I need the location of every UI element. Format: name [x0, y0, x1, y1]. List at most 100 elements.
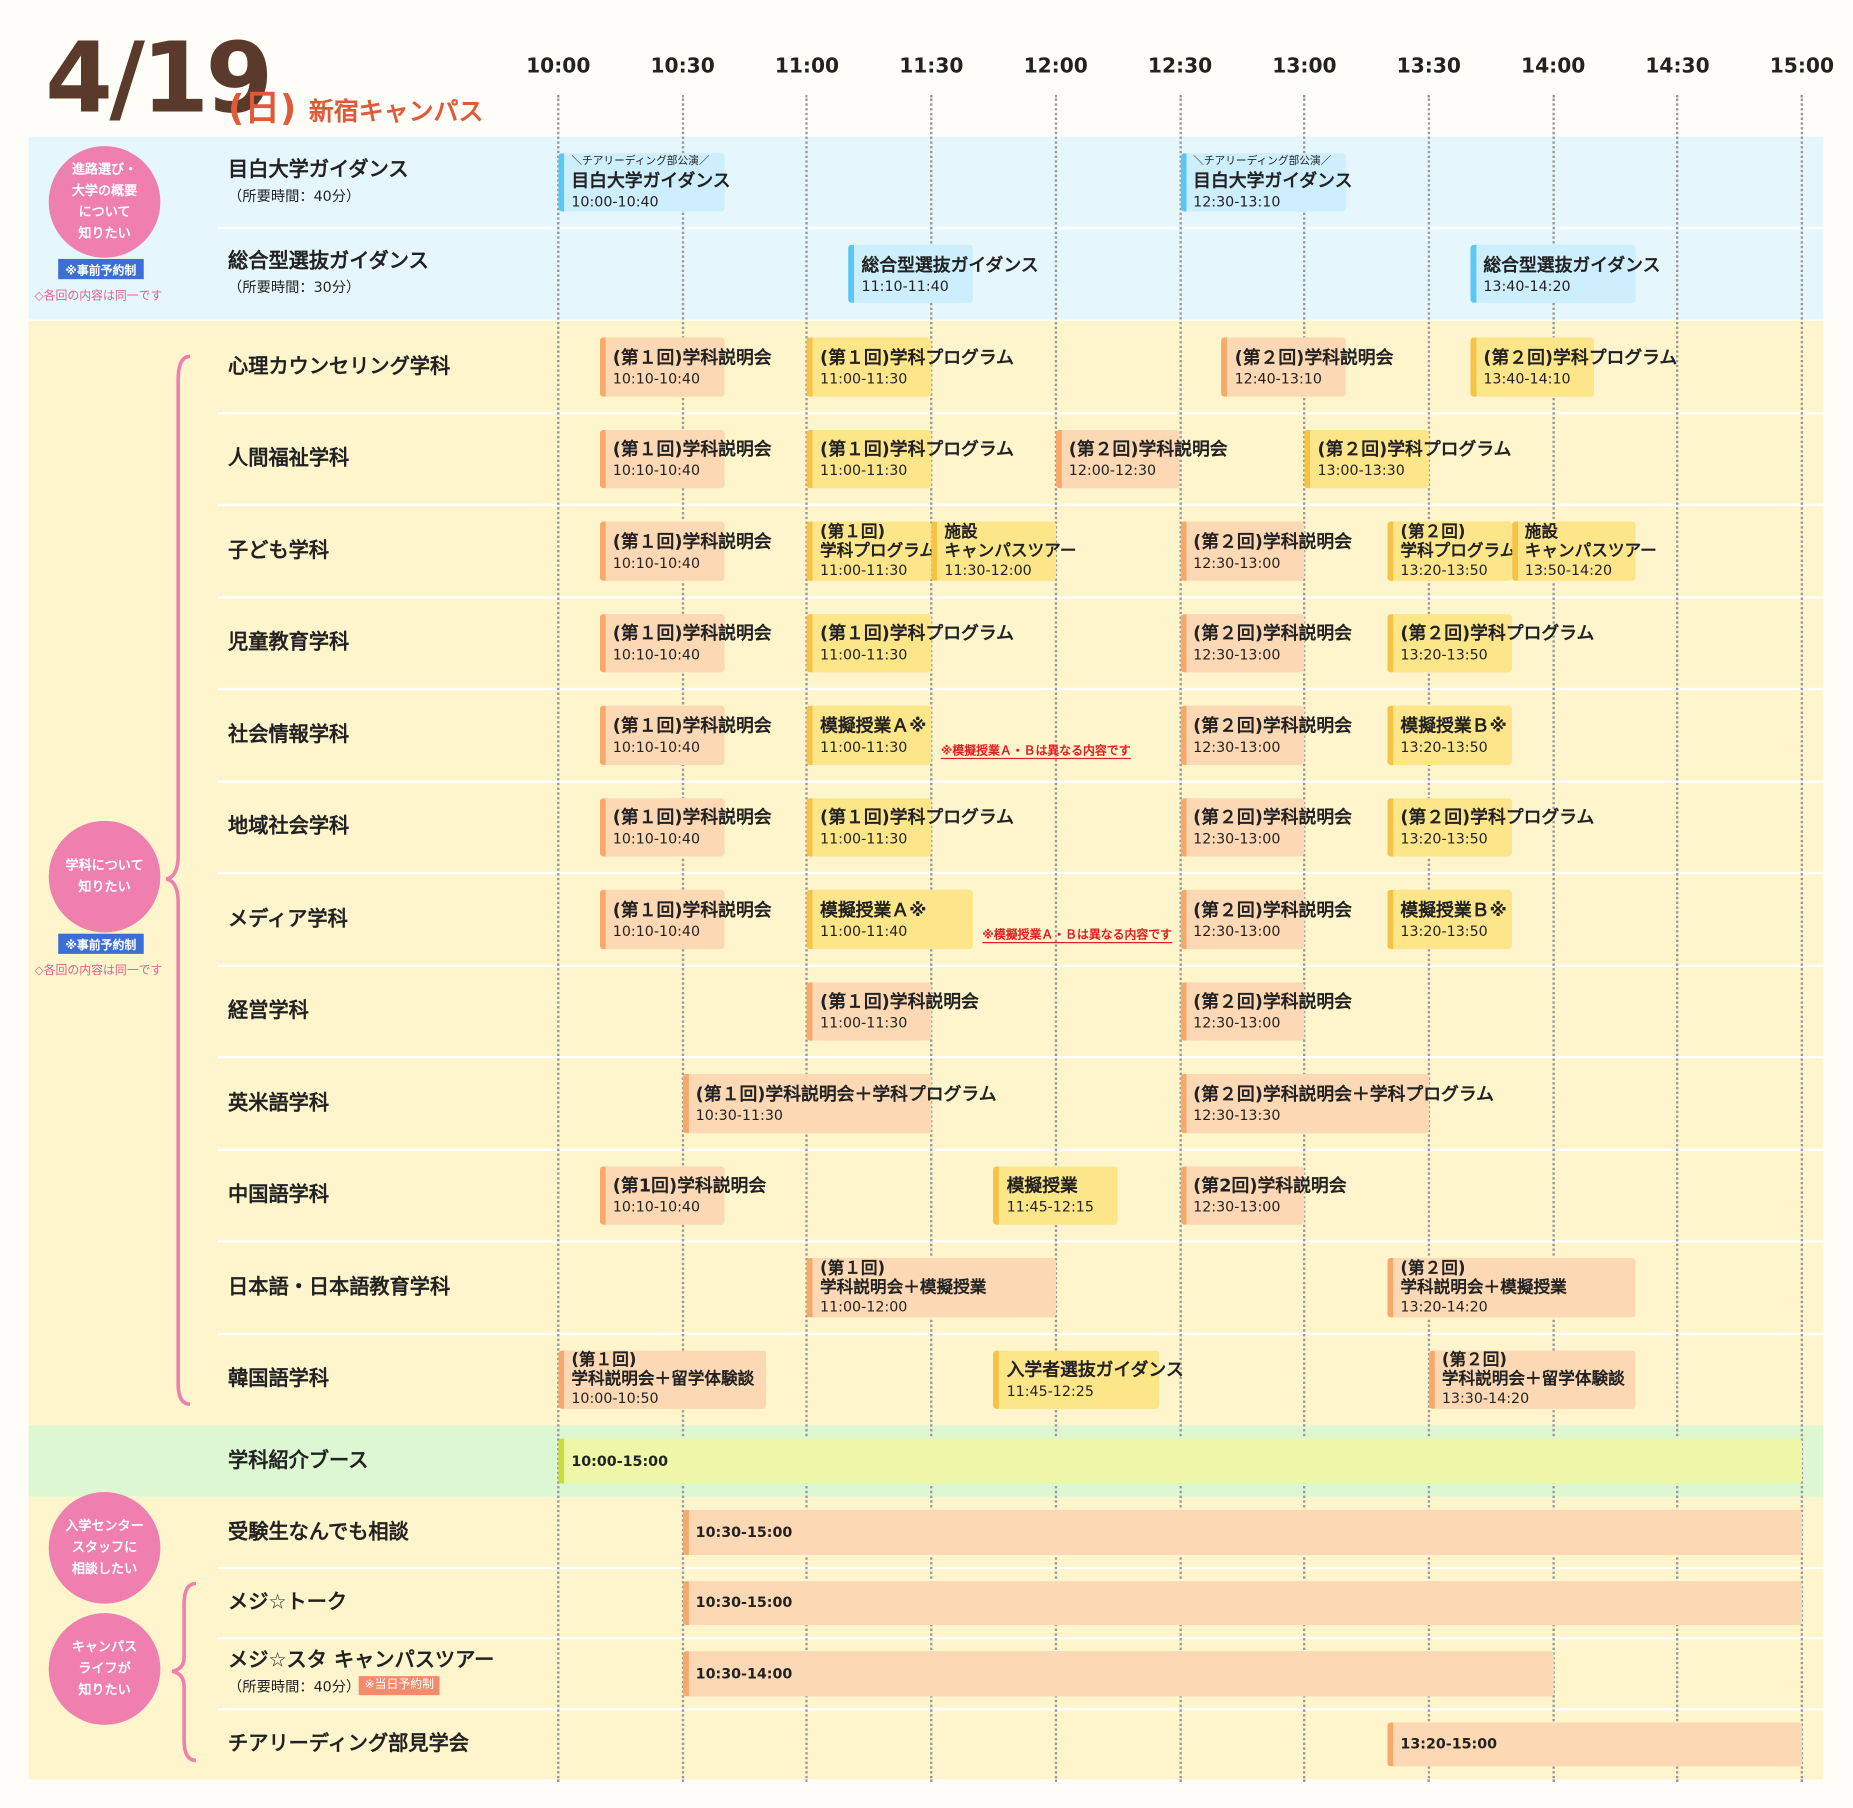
event-time: 13:40-14:20 — [1483, 277, 1571, 295]
event-title: 総合型選抜ガイダンス — [1483, 253, 1661, 275]
event: 模擬授業 11:45-12:15 — [993, 1165, 1118, 1225]
group-note: ◇各回の内容は同一です — [34, 289, 163, 303]
event-time: 11:00-11:40 — [820, 922, 908, 940]
event: (第２回)学科説明会 12:00-12:30 — [1055, 429, 1228, 489]
row-name: 児童教育学科 — [228, 631, 350, 655]
event-title: (第１回)学科説明会＋学科プログラム — [695, 1083, 997, 1105]
event: (第２回)学科説明会 12:30-13:00 — [1180, 797, 1352, 857]
event: (第2回)学科説明会 12:30-13:00 — [1180, 1165, 1347, 1225]
row-name: 英米語学科 — [228, 1091, 330, 1116]
row-name: 韓国語学科 — [228, 1367, 330, 1392]
time-line — [557, 95, 560, 1782]
event-time: 10:10-10:40 — [612, 370, 701, 387]
event: 10:30-15:00 — [682, 1509, 1802, 1555]
event-time: 13:20-13:50 — [1400, 830, 1488, 848]
event-title: 目白大学ガイダンス — [1193, 169, 1353, 191]
event-title: (第１回)学科説明会 — [612, 530, 772, 553]
event-title: 学科説明会＋模擬授業 — [1400, 1277, 1567, 1297]
row-name: 心理カウンセリング学科 — [228, 354, 451, 379]
event-time: 10:30-15:00 — [695, 1594, 793, 1612]
row-sub: （所要時間：40分） — [228, 187, 361, 204]
event-time: 13:00-13:30 — [1317, 462, 1405, 480]
event-time: 12:30-13:00 — [1193, 922, 1281, 940]
event-time: 12:30-13:00 — [1193, 554, 1281, 572]
bubble-line: について — [78, 204, 131, 220]
row-separator — [217, 963, 1824, 967]
event-time: 11:00-11:30 — [820, 561, 908, 579]
event-time: 10:30-11:30 — [695, 1106, 783, 1124]
event-time: 11:10-11:40 — [861, 277, 949, 295]
event-title: (第１回)学科説明会 — [612, 438, 772, 461]
event-time: 11:45-12:25 — [1006, 1383, 1094, 1400]
row-separator — [217, 595, 1824, 599]
bubble-line: キャンパス — [71, 1639, 138, 1655]
bubble-line: ライフが — [78, 1660, 131, 1677]
row-separator — [217, 779, 1824, 783]
event-pre: ＼チアリーディング部公演／ — [1193, 155, 1332, 167]
event-title: (第２回)学科説明会 — [1193, 714, 1352, 737]
event: (第２回)学科説明会 12:30-13:00 — [1180, 705, 1352, 765]
event: ＼チアリーディング部公演／ 目白大学ガイダンス 10:00-10:40 — [558, 153, 731, 212]
bubble-line: 大学の概要 — [71, 182, 138, 199]
row-name: 総合型選抜ガイダンス — [228, 248, 429, 273]
event-title: (第１回)学科プログラム — [820, 622, 1014, 645]
event-title: (第１回)学科プログラム — [820, 438, 1014, 461]
event-time: 11:00-12:00 — [820, 1298, 908, 1315]
event-title: (第２回)学科プログラム — [1483, 346, 1678, 368]
event-time: 10:30-14:00 — [695, 1665, 793, 1682]
event: 入学者選抜ガイダンス 11:45-12:25 — [993, 1350, 1184, 1409]
event-title: (第１回) — [571, 1350, 637, 1370]
time-label: 14:30 — [1645, 54, 1710, 79]
reserve-tag: ※事前予約制 — [58, 933, 144, 954]
event-time: 13:50-14:20 — [1524, 561, 1613, 579]
bubble-line: 知りたい — [78, 225, 131, 242]
group-bubble: キャンパスライフが知りたい — [48, 1613, 161, 1725]
event: 総合型選抜ガイダンス 13:40-14:20 — [1470, 244, 1661, 303]
time-label: 10:00 — [526, 54, 591, 79]
event-title: (第１回)学科説明会 — [612, 346, 772, 368]
event-title: (第1回)学科説明会 — [612, 1175, 767, 1197]
event-title: (第２回)学科説明会 — [1193, 530, 1352, 553]
row-separator — [217, 1332, 1824, 1335]
event-title: (第２回)学科プログラム — [1400, 622, 1595, 645]
group-bubble: 入学センター スタッフに 相談したい — [48, 1492, 161, 1604]
event-title: (第２回)学科説明会 — [1193, 622, 1352, 645]
event-title: (第１回)学科説明会 — [612, 714, 772, 737]
event: (第１回)学科説明会 10:10-10:40 — [599, 337, 772, 397]
row-name: 子ども学科 — [228, 539, 330, 563]
time-label: 13:00 — [1272, 54, 1337, 79]
event-title: (第２回)学科説明会 — [1193, 991, 1352, 1013]
event-time: 10:10-10:40 — [612, 1198, 701, 1216]
event-title: (第１回)学科説明会 — [612, 898, 772, 921]
event-title: 模擬授業Ａ※ — [820, 714, 927, 737]
row-name: メジ☆トーク — [228, 1590, 348, 1615]
same-day-tag: ※当日予約制 — [358, 1675, 440, 1695]
event-time: 10:00-10:40 — [571, 193, 659, 210]
group-bubble: 学科について 知りたい — [48, 820, 161, 933]
time-label: 11:30 — [899, 54, 964, 79]
row-sub: （所要時間：40分） — [228, 1678, 361, 1695]
event-time: 12:40-13:10 — [1234, 370, 1322, 387]
event-title: (第２回) — [1400, 1258, 1466, 1278]
event-time: 13:20-13:50 — [1400, 922, 1488, 940]
group-bubble: 進路選び・ 大学の概要 について 知りたい — [48, 146, 161, 258]
event-title: 学科プログラム — [820, 541, 936, 561]
event-time: 10:10-10:40 — [612, 646, 701, 664]
event-time: 10:10-10:40 — [612, 462, 701, 480]
row-separator — [217, 1240, 1824, 1243]
time-line — [1676, 95, 1679, 1782]
bubble-line: 知りたい — [78, 1682, 131, 1698]
time-label: 11:00 — [774, 54, 840, 79]
row-name: 日本語・日本語教育学科 — [228, 1275, 451, 1300]
row-name: 人間福祉学科 — [228, 446, 350, 471]
row-note: ※模擬授業Ａ・Ｂは異なる内容です — [982, 924, 1173, 943]
event-title: (第１回)学科プログラム — [820, 346, 1014, 368]
event-title: (第１回)学科説明会 — [612, 806, 772, 829]
event: (第１回)学科説明会 10:10-10:40 — [599, 797, 772, 857]
event: (第１回)学科説明会 10:10-10:40 — [599, 613, 772, 673]
